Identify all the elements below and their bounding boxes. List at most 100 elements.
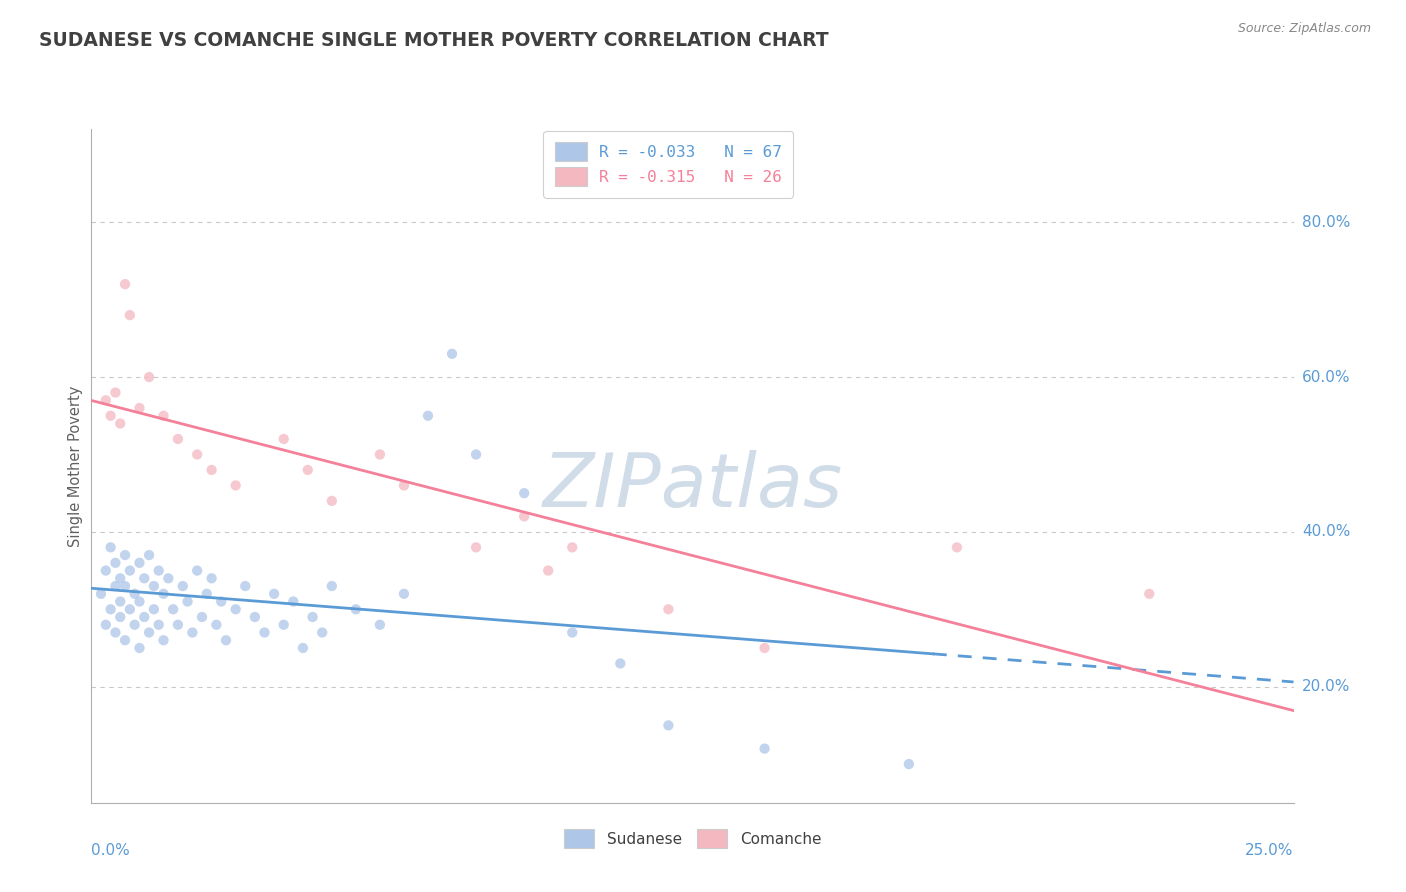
Point: [124, 617, 146, 632]
Point: [344, 602, 367, 616]
Point: [114, 277, 136, 292]
Text: SUDANESE VS COMANCHE SINGLE MOTHER POVERTY CORRELATION CHART: SUDANESE VS COMANCHE SINGLE MOTHER POVER…: [39, 31, 830, 50]
Point: [440, 347, 463, 361]
Point: [110, 610, 132, 624]
Point: [209, 594, 232, 608]
Point: [110, 571, 132, 585]
Point: [104, 385, 127, 400]
Point: [152, 633, 174, 648]
Point: [657, 718, 679, 732]
Point: [537, 564, 560, 578]
Point: [291, 640, 314, 655]
Point: [201, 463, 224, 477]
Point: [205, 617, 228, 632]
Point: [513, 486, 536, 500]
Point: [657, 602, 679, 616]
Point: [186, 447, 208, 461]
Point: [297, 463, 319, 477]
Point: [148, 564, 170, 578]
Text: Source: ZipAtlas.com: Source: ZipAtlas.com: [1237, 22, 1371, 36]
Point: [253, 625, 276, 640]
Point: [167, 617, 190, 632]
Point: [368, 447, 391, 461]
Point: [201, 571, 224, 585]
Point: [225, 478, 247, 492]
Point: [176, 594, 198, 608]
Point: [513, 509, 536, 524]
Text: 20.0%: 20.0%: [1302, 679, 1350, 694]
Point: [465, 541, 488, 555]
Point: [90, 587, 112, 601]
Point: [94, 617, 117, 632]
Point: [321, 579, 343, 593]
Point: [609, 657, 631, 671]
Point: [128, 640, 150, 655]
Point: [368, 617, 391, 632]
Point: [162, 602, 184, 616]
Point: [128, 401, 150, 415]
Point: [186, 564, 208, 578]
Point: [416, 409, 439, 423]
Point: [104, 579, 127, 593]
Point: [118, 564, 141, 578]
Point: [114, 633, 136, 648]
Text: 60.0%: 60.0%: [1302, 369, 1350, 384]
Text: 0.0%: 0.0%: [91, 843, 131, 858]
Point: [110, 417, 132, 431]
Point: [243, 610, 266, 624]
Legend: Sudanese, Comanche: Sudanese, Comanche: [557, 822, 828, 855]
Point: [94, 564, 117, 578]
Point: [138, 370, 160, 384]
Point: [142, 602, 165, 616]
Point: [138, 548, 160, 562]
Point: [1137, 587, 1160, 601]
Point: [100, 409, 122, 423]
Point: [152, 587, 174, 601]
Point: [754, 640, 776, 655]
Point: [311, 625, 333, 640]
Point: [946, 541, 969, 555]
Point: [114, 579, 136, 593]
Point: [301, 610, 323, 624]
Point: [118, 602, 141, 616]
Point: [94, 393, 117, 408]
Point: [561, 541, 583, 555]
Point: [138, 625, 160, 640]
Point: [152, 409, 174, 423]
Point: [104, 556, 127, 570]
Point: [128, 556, 150, 570]
Point: [273, 432, 295, 446]
Point: [195, 587, 218, 601]
Point: [392, 478, 415, 492]
Point: [191, 610, 214, 624]
Point: [128, 594, 150, 608]
Point: [157, 571, 180, 585]
Point: [114, 548, 136, 562]
Point: [263, 587, 285, 601]
Point: [754, 741, 776, 756]
Point: [321, 494, 343, 508]
Point: [167, 432, 190, 446]
Point: [897, 757, 920, 772]
Point: [118, 308, 141, 322]
Point: [100, 602, 122, 616]
Point: [110, 594, 132, 608]
Text: 25.0%: 25.0%: [1246, 843, 1294, 858]
Point: [181, 625, 204, 640]
Point: [148, 617, 170, 632]
Point: [392, 587, 415, 601]
Point: [124, 587, 146, 601]
Point: [273, 617, 295, 632]
Point: [233, 579, 256, 593]
Point: [100, 541, 122, 555]
Y-axis label: Single Mother Poverty: Single Mother Poverty: [67, 385, 83, 547]
Point: [283, 594, 305, 608]
Text: ZIPatlas: ZIPatlas: [543, 450, 842, 523]
Text: 40.0%: 40.0%: [1302, 524, 1350, 540]
Point: [104, 625, 127, 640]
Point: [134, 571, 156, 585]
Point: [142, 579, 165, 593]
Point: [561, 625, 583, 640]
Point: [215, 633, 238, 648]
Point: [465, 447, 488, 461]
